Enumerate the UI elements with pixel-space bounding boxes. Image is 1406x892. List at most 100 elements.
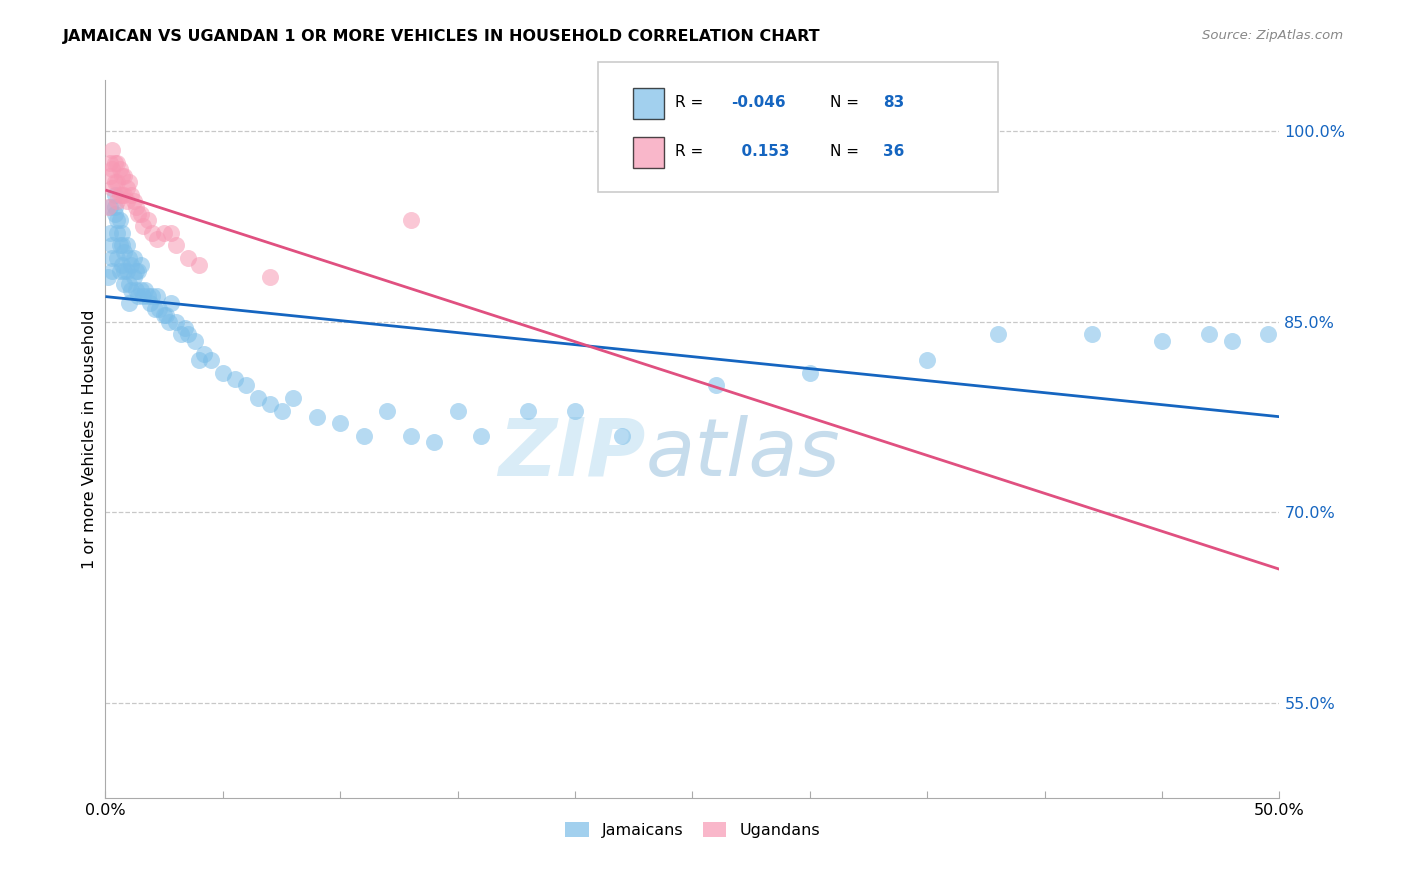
Point: [127, 264, 149, 278]
Point: [111, 187, 134, 202]
Point: [97, 200, 120, 214]
Point: [108, 213, 131, 227]
Point: [108, 264, 131, 278]
Point: [146, 289, 169, 303]
Point: [143, 301, 166, 316]
Point: [517, 403, 540, 417]
Point: [115, 264, 138, 278]
Point: [148, 301, 170, 316]
Point: [101, 238, 124, 252]
Point: [112, 244, 135, 259]
Point: [97, 270, 120, 285]
Text: JAMAICAN VS UGANDAN 1 OR MORE VEHICLES IN HOUSEHOLD CORRELATION CHART: JAMAICAN VS UGANDAN 1 OR MORE VEHICLES I…: [63, 29, 821, 44]
Text: R =: R =: [675, 145, 709, 159]
Point: [799, 366, 821, 380]
Point: [127, 289, 149, 303]
Point: [447, 403, 470, 417]
Point: [122, 251, 145, 265]
Point: [104, 200, 127, 214]
Point: [165, 238, 187, 252]
Point: [108, 162, 131, 177]
Point: [157, 315, 180, 329]
Text: 83: 83: [883, 95, 904, 110]
Point: [112, 187, 135, 202]
Text: 36: 36: [883, 145, 904, 159]
Point: [141, 289, 163, 303]
Point: [165, 315, 187, 329]
Point: [122, 270, 145, 285]
Point: [564, 403, 586, 417]
Point: [98, 226, 121, 240]
Point: [139, 295, 162, 310]
Point: [108, 238, 131, 252]
Point: [120, 258, 142, 272]
Point: [470, 429, 492, 443]
Point: [224, 372, 246, 386]
Point: [183, 334, 205, 348]
Point: [1198, 327, 1220, 342]
Point: [98, 169, 121, 183]
Text: R =: R =: [675, 95, 709, 110]
Point: [115, 194, 138, 208]
Point: [353, 429, 375, 443]
Point: [104, 187, 127, 202]
Point: [132, 289, 155, 303]
Text: atlas: atlas: [645, 415, 841, 492]
Point: [101, 143, 124, 157]
Point: [132, 219, 155, 234]
Point: [136, 213, 159, 227]
Legend: Jamaicans, Ugandans: Jamaicans, Ugandans: [558, 815, 827, 844]
Point: [115, 181, 138, 195]
Point: [329, 417, 352, 431]
Point: [129, 258, 152, 272]
Point: [259, 270, 281, 285]
Point: [176, 251, 198, 265]
Point: [101, 181, 124, 195]
Text: ZIP: ZIP: [498, 415, 645, 492]
Point: [108, 187, 131, 202]
Point: [112, 264, 135, 278]
Point: [423, 435, 446, 450]
Point: [917, 352, 939, 367]
Point: [399, 213, 422, 227]
Text: N =: N =: [830, 95, 863, 110]
Point: [235, 378, 257, 392]
Point: [160, 226, 183, 240]
Point: [118, 295, 141, 310]
Point: [105, 194, 128, 208]
Point: [1080, 327, 1102, 342]
Point: [174, 321, 197, 335]
Point: [112, 277, 135, 291]
Point: [118, 277, 141, 291]
Point: [1257, 327, 1279, 342]
Point: [105, 175, 128, 189]
Point: [1150, 334, 1173, 348]
Point: [104, 156, 127, 170]
Point: [610, 429, 633, 443]
Text: N =: N =: [830, 145, 863, 159]
Text: 0.153: 0.153: [731, 145, 790, 159]
Point: [1222, 334, 1244, 348]
Point: [125, 283, 148, 297]
Point: [399, 429, 422, 443]
Point: [111, 238, 134, 252]
Point: [129, 207, 152, 221]
Text: Source: ZipAtlas.com: Source: ZipAtlas.com: [1202, 29, 1343, 42]
Point: [160, 295, 183, 310]
Point: [153, 309, 176, 323]
Point: [987, 327, 1010, 342]
Point: [283, 391, 305, 405]
Point: [141, 226, 163, 240]
Point: [169, 327, 191, 342]
Point: [104, 175, 127, 189]
Point: [120, 187, 142, 202]
Point: [270, 403, 292, 417]
Point: [127, 207, 149, 221]
Point: [122, 194, 145, 208]
Point: [155, 309, 177, 323]
Point: [176, 327, 198, 342]
Point: [125, 264, 148, 278]
Point: [375, 403, 398, 417]
Point: [188, 258, 211, 272]
Point: [105, 251, 128, 265]
